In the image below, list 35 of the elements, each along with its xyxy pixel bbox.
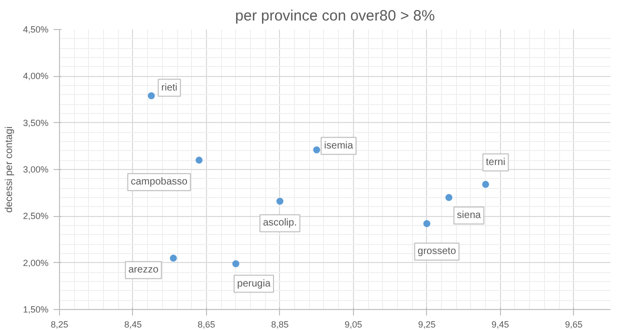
y-tick-label: 4,00% — [22, 71, 49, 82]
annotation: ascolip. — [262, 218, 297, 229]
x-tick-label: 9,05 — [344, 320, 362, 330]
point — [276, 198, 284, 205]
y-tick-label: 3,50% — [22, 118, 49, 128]
point — [423, 220, 430, 228]
y-tick-label: 3,00% — [22, 164, 49, 174]
point — [313, 146, 320, 154]
x-tick-label: 8,25 — [50, 320, 68, 330]
y-tick-label: 2,50% — [22, 211, 49, 222]
annotation: isemia — [324, 140, 354, 152]
x-tick-label: 9,45 — [492, 320, 510, 330]
y-tick-label: 1,50% — [22, 304, 49, 314]
y-tick-label: 2,00% — [22, 258, 49, 268]
point — [170, 254, 177, 262]
x-tick-label: 8,65 — [198, 320, 216, 330]
point — [196, 156, 203, 164]
y-axis-title: decessi per contagi — [4, 126, 15, 213]
point — [482, 180, 490, 188]
x-tick-label: 9,65 — [565, 320, 583, 330]
annotation: arezzo — [128, 264, 159, 276]
annotation: perugia — [237, 278, 271, 290]
x-tick-label: 9,25 — [418, 320, 436, 330]
annotation: campobasso — [130, 176, 188, 188]
point — [148, 92, 155, 100]
annotation: grosseto — [418, 246, 456, 258]
point — [232, 260, 240, 268]
annotation: siena — [456, 210, 482, 221]
y-tick-label: 4,50% — [22, 24, 49, 34]
x-tick-label: 8,85 — [271, 320, 289, 330]
point — [445, 194, 452, 201]
x-tick-label: 8,45 — [124, 320, 142, 330]
annotation: terni — [486, 156, 506, 168]
chart-subtitle: per province con over80 > 8% — [235, 8, 435, 24]
annotation: rieti — [161, 82, 178, 94]
